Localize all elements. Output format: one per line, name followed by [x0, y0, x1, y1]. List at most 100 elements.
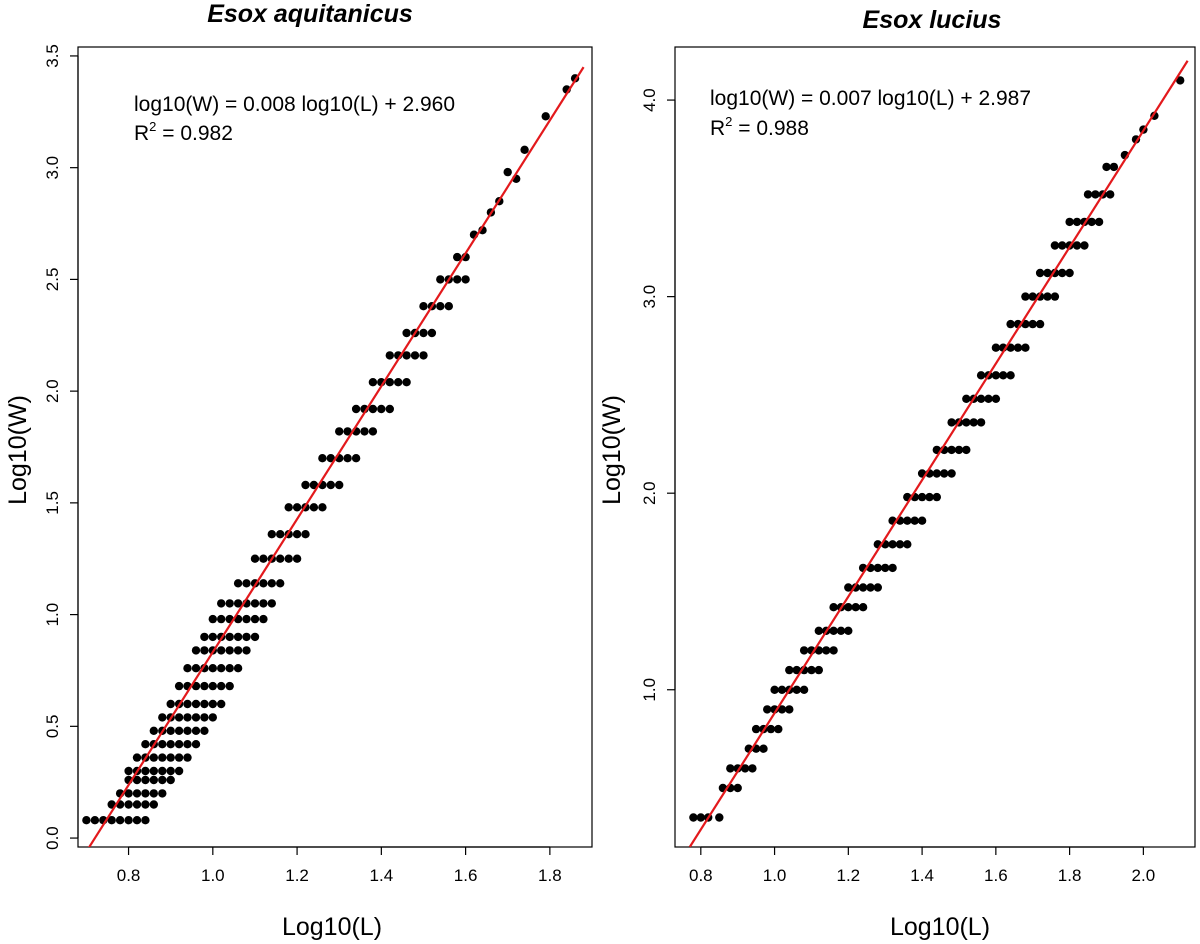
data-point	[225, 681, 234, 691]
data-point	[1006, 319, 1015, 329]
data-point	[183, 713, 192, 722]
data-point	[1109, 162, 1119, 172]
data-point	[844, 583, 853, 592]
data-point	[1106, 190, 1115, 199]
data-point	[385, 378, 394, 387]
data-point	[954, 445, 964, 455]
data-point	[1058, 241, 1067, 250]
data-point	[453, 275, 462, 284]
y-tick-label: 0.0	[43, 826, 62, 850]
data-point	[844, 626, 853, 635]
data-point	[250, 632, 260, 642]
data-point	[1058, 268, 1067, 278]
data-point	[174, 766, 184, 776]
data-point	[385, 351, 394, 360]
data-point	[326, 480, 335, 490]
data-point	[1043, 292, 1052, 301]
data-point	[777, 705, 787, 714]
data-point	[309, 503, 319, 512]
data-point	[799, 646, 809, 655]
data-point	[141, 775, 150, 785]
data-point	[183, 664, 192, 673]
data-point	[976, 371, 986, 380]
x-tick-label: 1.0	[201, 866, 225, 885]
x-axis-title: Log10(L)	[282, 913, 382, 941]
data-point	[792, 685, 801, 694]
data-point	[1035, 268, 1045, 278]
y-tick-label: 2.0	[640, 481, 659, 505]
data-point	[351, 404, 361, 414]
data-point	[402, 378, 411, 387]
data-point	[932, 469, 941, 478]
regression-line	[688, 60, 1189, 847]
data-point	[141, 789, 150, 798]
data-point	[541, 112, 550, 121]
data-point	[503, 167, 512, 177]
data-point	[318, 454, 327, 463]
data-point	[829, 603, 838, 612]
data-point	[191, 646, 201, 655]
data-point	[208, 699, 217, 709]
data-point	[461, 275, 470, 284]
data-point	[726, 764, 735, 773]
data-point	[82, 816, 91, 825]
data-point	[191, 713, 201, 722]
x-tick-label: 1.8	[1058, 866, 1082, 885]
data-point	[301, 530, 310, 539]
r-squared-label: R2 = 0.982	[134, 119, 233, 145]
data-point	[225, 599, 234, 608]
data-point	[1087, 217, 1096, 227]
data-point	[436, 275, 445, 284]
data-point	[217, 664, 226, 673]
data-point	[242, 614, 251, 624]
data-point	[335, 427, 344, 436]
r-squared-label: R2 = 0.988	[710, 114, 809, 140]
data-point	[1021, 343, 1030, 352]
data-point	[991, 371, 1001, 380]
data-point	[250, 614, 260, 624]
data-point	[1091, 190, 1100, 199]
data-point	[174, 681, 184, 691]
x-tick-label: 1.6	[454, 866, 478, 885]
regression-line	[87, 66, 585, 847]
data-point	[174, 713, 184, 722]
data-point	[141, 800, 150, 809]
data-point	[962, 445, 971, 455]
data-point	[208, 632, 217, 642]
data-point	[1028, 292, 1037, 301]
data-point	[292, 530, 302, 539]
data-point	[200, 726, 209, 735]
data-point	[217, 614, 226, 624]
data-point	[183, 740, 192, 749]
x-tick-label: 1.6	[984, 866, 1008, 885]
y-tick-label: 4.0	[640, 88, 659, 112]
data-point	[166, 753, 175, 762]
data-point	[158, 753, 167, 762]
data-point	[402, 351, 411, 360]
x-tick-label: 1.4	[910, 866, 934, 885]
data-point	[225, 632, 234, 642]
data-point	[149, 789, 158, 798]
x-tick-label: 0.8	[689, 866, 713, 885]
data-point	[242, 632, 251, 642]
y-tick-label: 3.0	[43, 156, 62, 180]
data-point	[1176, 76, 1185, 85]
y-axis-title: Log10(W)	[4, 395, 32, 505]
data-point	[225, 646, 234, 655]
data-point	[242, 579, 251, 588]
data-point	[259, 599, 268, 608]
data-point	[829, 646, 838, 655]
data-point	[233, 646, 243, 655]
data-point	[410, 351, 420, 360]
data-point	[733, 783, 742, 793]
y-tick-label: 2.0	[43, 379, 62, 403]
data-point	[233, 579, 243, 588]
data-point	[932, 492, 941, 502]
data-point	[174, 726, 184, 735]
x-tick-label: 1.2	[837, 866, 861, 885]
data-point	[208, 713, 217, 722]
data-point	[777, 685, 787, 694]
data-point	[807, 665, 816, 675]
data-point	[1050, 292, 1060, 301]
data-point	[217, 646, 226, 655]
